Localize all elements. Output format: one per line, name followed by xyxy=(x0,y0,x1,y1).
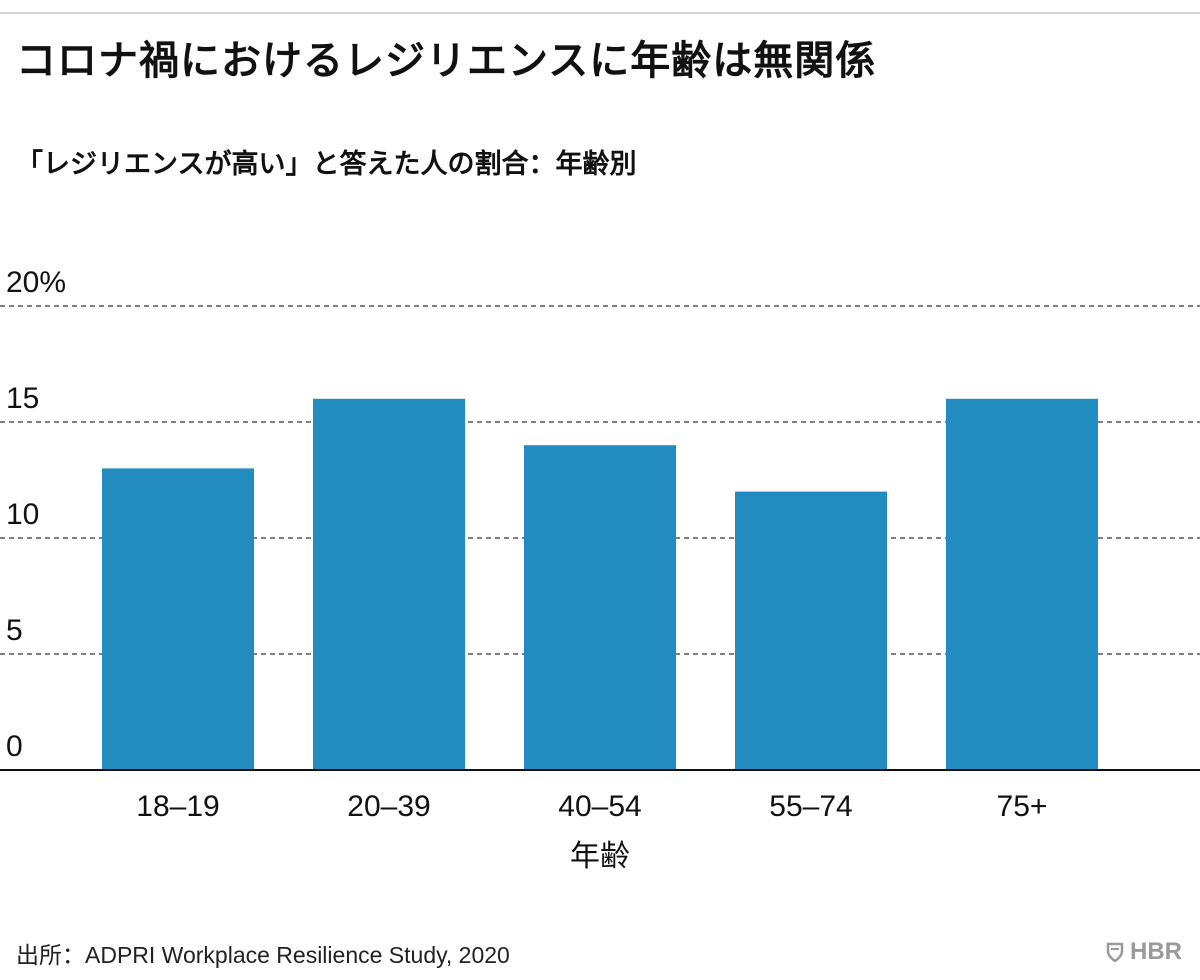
page-title: コロナ禍におけるレジリエンスに年齢は無関係 xyxy=(16,38,877,84)
bar-chart: 0 5 10 15 20% 18–19 20–39 40–54 55–74 75+ 年齢 xyxy=(0,266,1200,874)
y-tick-labels: 0 5 10 15 20% xyxy=(6,266,66,763)
y-tick-label-4: 20% xyxy=(6,266,66,299)
bar-40–54 xyxy=(524,445,676,770)
x-tick-label-2: 40–54 xyxy=(558,790,641,823)
shield-icon xyxy=(1106,942,1124,962)
x-axis-label: 年齢 xyxy=(570,839,630,874)
y-tick-label-3: 15 xyxy=(6,382,39,415)
y-tick-label-2: 10 xyxy=(6,498,39,531)
bar-55–74 xyxy=(735,491,887,770)
bar-18–19 xyxy=(102,468,254,770)
bars xyxy=(102,398,1098,770)
y-tick-label-1: 5 xyxy=(6,614,23,647)
bar-75+ xyxy=(946,398,1098,770)
chart-subtitle: 「レジリエンスが高い」と答えた人の割合：年齢別 xyxy=(16,149,637,180)
x-tick-label-0: 18–19 xyxy=(136,790,219,823)
brand-logo: HBR xyxy=(1106,938,1182,966)
x-tick-label-1: 20–39 xyxy=(347,790,430,823)
bar-20–39 xyxy=(313,398,465,770)
brand-text: HBR xyxy=(1130,938,1182,965)
x-tick-labels: 18–19 20–39 40–54 55–74 75+ xyxy=(136,790,1047,823)
top-rule xyxy=(0,12,1200,14)
x-tick-label-4: 75+ xyxy=(997,790,1048,823)
source-note: 出所：ADPRI Workplace Resilience Study, 202… xyxy=(16,942,510,968)
y-tick-label-0: 0 xyxy=(6,730,23,763)
x-tick-label-3: 55–74 xyxy=(769,790,852,823)
